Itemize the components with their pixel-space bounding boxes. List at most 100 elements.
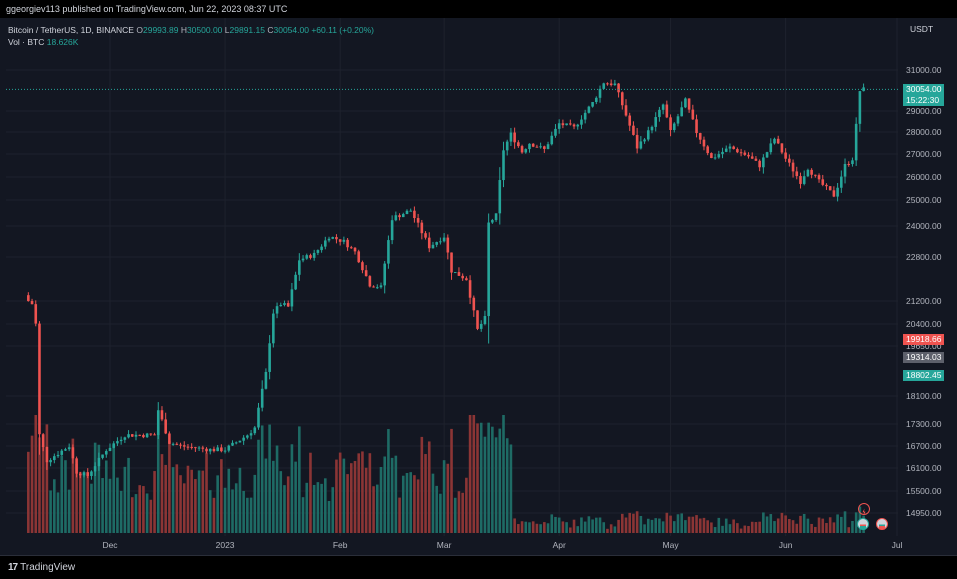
candle-body[interactable]: [658, 109, 661, 118]
candle-body[interactable]: [149, 433, 153, 435]
candle-body[interactable]: [90, 471, 93, 476]
candle-body[interactable]: [56, 454, 60, 457]
candle-body[interactable]: [747, 154, 750, 157]
candle-body[interactable]: [164, 419, 167, 434]
volume-label[interactable]: Vol · BTC: [8, 37, 45, 47]
candle-body[interactable]: [160, 410, 164, 420]
candle-body[interactable]: [810, 169, 813, 175]
candle-body[interactable]: [762, 157, 765, 168]
candle-body[interactable]: [208, 448, 212, 452]
candle-body[interactable]: [840, 176, 843, 188]
candle-body[interactable]: [695, 119, 698, 134]
candle-body[interactable]: [479, 323, 483, 329]
candle-body[interactable]: [554, 128, 557, 136]
candle-body[interactable]: [583, 112, 587, 120]
event-flag-icon[interactable]: [876, 518, 888, 530]
candle-body[interactable]: [260, 388, 264, 408]
candle-body[interactable]: [49, 460, 52, 463]
candle-body[interactable]: [465, 278, 468, 281]
candle-body[interactable]: [93, 466, 97, 472]
candle-body[interactable]: [186, 446, 190, 448]
candle-body[interactable]: [854, 123, 858, 161]
candle-body[interactable]: [713, 157, 717, 159]
candle-body[interactable]: [242, 437, 245, 441]
candle-body[interactable]: [275, 306, 279, 314]
candle-body[interactable]: [45, 446, 49, 463]
candle-body[interactable]: [654, 117, 658, 127]
candle-body[interactable]: [572, 124, 576, 127]
candle-body[interactable]: [257, 407, 260, 428]
candle-body[interactable]: [179, 444, 182, 446]
candle-body[interactable]: [598, 88, 602, 98]
candle-body[interactable]: [104, 451, 108, 455]
candle-body[interactable]: [825, 184, 828, 187]
candle-body[interactable]: [754, 158, 758, 161]
candle-body[interactable]: [379, 285, 383, 288]
candle-body[interactable]: [646, 130, 650, 140]
candle-body[interactable]: [450, 252, 453, 273]
candle-body[interactable]: [814, 174, 817, 176]
candle-body[interactable]: [569, 123, 572, 125]
candle-body[interactable]: [628, 115, 632, 126]
candle-body[interactable]: [806, 169, 810, 177]
candle-body[interactable]: [212, 448, 216, 452]
candle-body[interactable]: [780, 143, 784, 153]
candle-body[interactable]: [234, 442, 238, 444]
candle-body[interactable]: [494, 213, 498, 221]
candle-body[interactable]: [505, 141, 509, 151]
candle-body[interactable]: [34, 304, 38, 324]
candle-body[interactable]: [576, 124, 580, 127]
candle-body[interactable]: [691, 109, 695, 120]
candle-body[interactable]: [279, 304, 283, 307]
candle-body[interactable]: [468, 280, 472, 298]
candle-body[interactable]: [264, 371, 268, 389]
candle-body[interactable]: [197, 447, 201, 449]
candle-body[interactable]: [301, 258, 305, 261]
candle-body[interactable]: [531, 143, 535, 147]
candle-body[interactable]: [476, 310, 479, 329]
candle-body[interactable]: [60, 450, 64, 455]
candle-body[interactable]: [795, 171, 799, 177]
candle-body[interactable]: [342, 239, 346, 242]
candle-body[interactable]: [750, 156, 754, 159]
candle-body[interactable]: [799, 176, 802, 184]
candle-body[interactable]: [175, 443, 179, 445]
candle-body[interactable]: [156, 410, 160, 436]
candle-body[interactable]: [238, 440, 242, 443]
candle-body[interactable]: [335, 237, 338, 240]
candle-body[interactable]: [67, 447, 71, 450]
candle-body[interactable]: [457, 272, 461, 276]
candle-body[interactable]: [372, 286, 375, 288]
candle-body[interactable]: [773, 138, 776, 144]
candle-body[interactable]: [769, 143, 773, 153]
candle-body[interactable]: [361, 262, 364, 271]
candle-body[interactable]: [41, 434, 45, 447]
event-flag-icon[interactable]: [857, 518, 869, 530]
candle-body[interactable]: [331, 237, 335, 239]
candle-body[interactable]: [53, 456, 56, 461]
candle-body[interactable]: [498, 180, 502, 214]
candle-body[interactable]: [424, 233, 427, 238]
candle-body[interactable]: [38, 323, 41, 435]
tradingview-logo[interactable]: 17 TradingView: [8, 562, 75, 573]
candle-body[interactable]: [30, 301, 34, 305]
candle-body[interactable]: [101, 454, 104, 458]
candle-body[interactable]: [513, 132, 516, 143]
candle-body[interactable]: [721, 151, 724, 155]
candle-body[interactable]: [75, 458, 78, 474]
candle-body[interactable]: [669, 117, 672, 131]
candle-body[interactable]: [776, 138, 780, 144]
candle-body[interactable]: [487, 222, 490, 317]
candle-body[interactable]: [431, 244, 435, 249]
candle-body[interactable]: [528, 143, 531, 150]
candle-body[interactable]: [676, 116, 680, 124]
candle-body[interactable]: [784, 152, 787, 159]
candle-body[interactable]: [338, 239, 342, 242]
candle-body[interactable]: [736, 149, 739, 153]
candle-body[interactable]: [390, 220, 394, 241]
candle-body[interactable]: [788, 158, 791, 163]
candle-body[interactable]: [401, 214, 405, 218]
candle-body[interactable]: [283, 303, 286, 305]
candle-body[interactable]: [710, 153, 713, 159]
candle-body[interactable]: [171, 443, 175, 445]
